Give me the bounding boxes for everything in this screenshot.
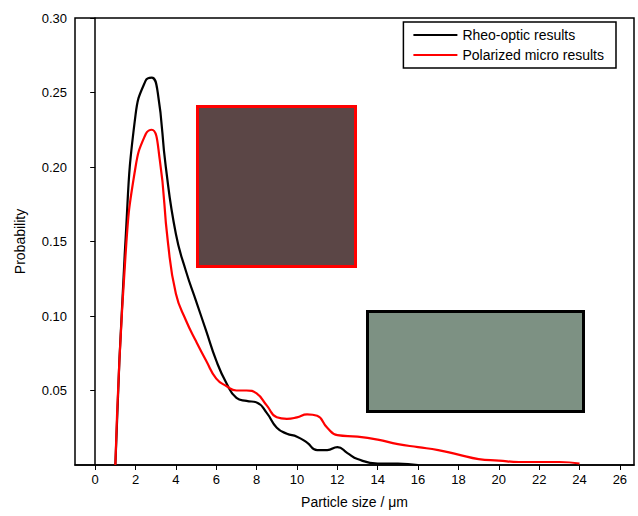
svg-text:0.05: 0.05 — [42, 383, 67, 398]
svg-text:24: 24 — [572, 472, 586, 487]
svg-text:0.10: 0.10 — [42, 309, 67, 324]
svg-text:6: 6 — [213, 472, 220, 487]
svg-text:0.15: 0.15 — [42, 234, 67, 249]
svg-text:Particle size / μm: Particle size / μm — [301, 494, 408, 510]
svg-text:0.25: 0.25 — [42, 85, 67, 100]
svg-text:10: 10 — [290, 472, 304, 487]
svg-text:8: 8 — [253, 472, 260, 487]
svg-text:26: 26 — [613, 472, 627, 487]
svg-text:Rheo-optic results: Rheo-optic results — [462, 27, 575, 43]
svg-text:14: 14 — [370, 472, 384, 487]
svg-text:20: 20 — [492, 472, 506, 487]
svg-text:12: 12 — [330, 472, 344, 487]
svg-text:22: 22 — [532, 472, 546, 487]
svg-text:16: 16 — [411, 472, 425, 487]
svg-text:2: 2 — [132, 472, 139, 487]
svg-text:18: 18 — [451, 472, 465, 487]
svg-text:Probability: Probability — [12, 209, 28, 274]
svg-text:0: 0 — [92, 472, 99, 487]
svg-text:4: 4 — [172, 472, 179, 487]
svg-text:Polarized micro results: Polarized micro results — [462, 47, 604, 63]
svg-text:0.20: 0.20 — [42, 160, 67, 175]
svg-text:0.30: 0.30 — [42, 11, 67, 26]
